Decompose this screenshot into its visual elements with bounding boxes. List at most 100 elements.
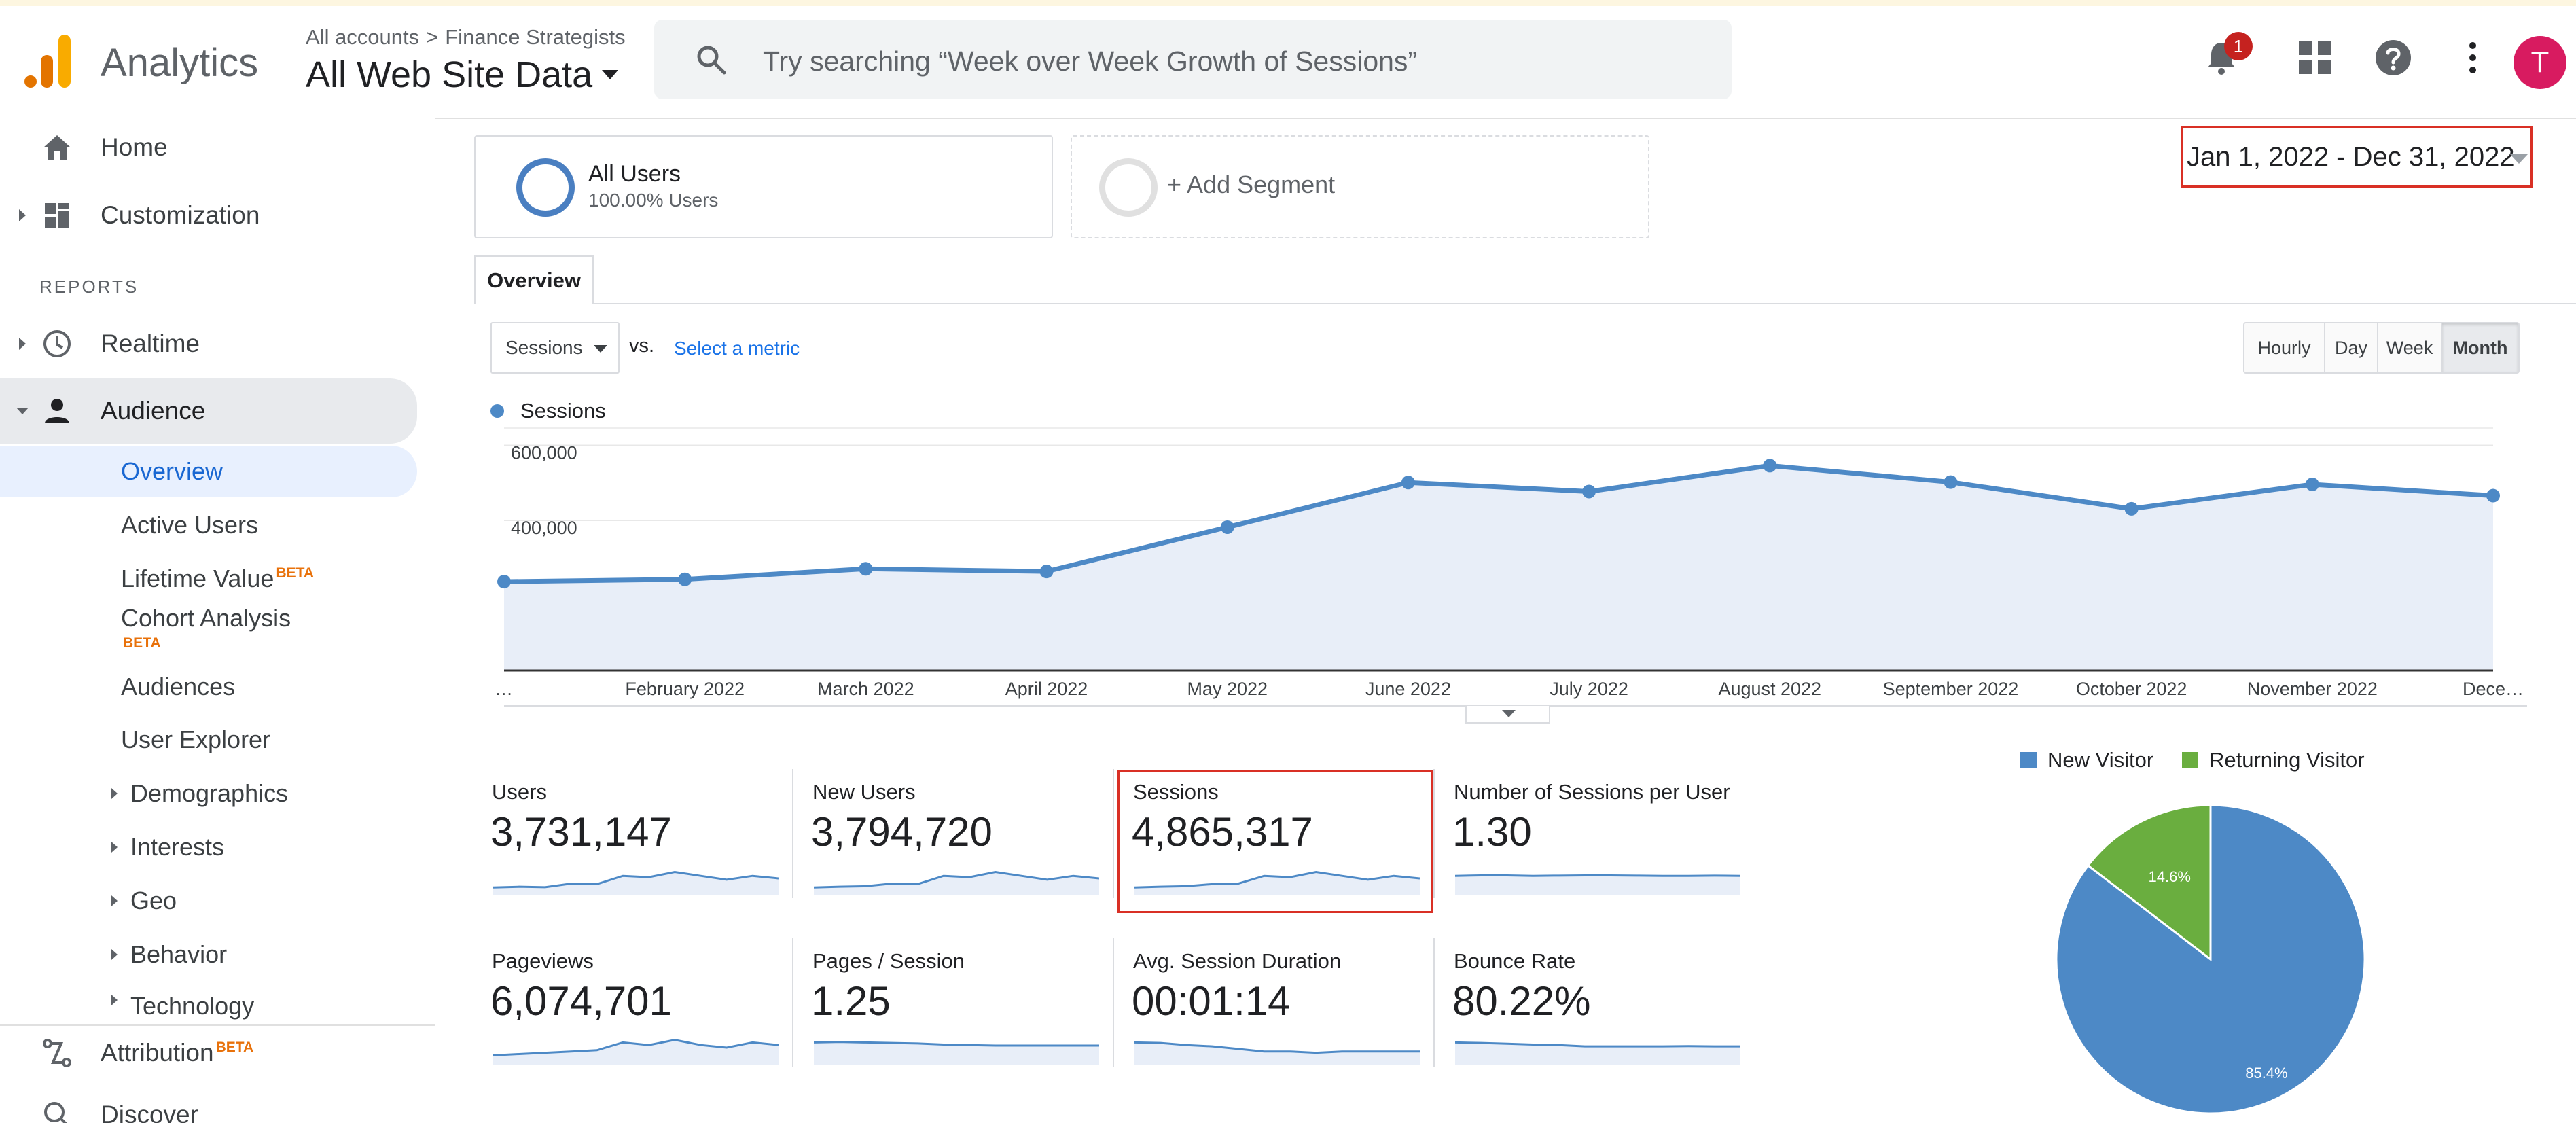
sidebar-subitem-cohort-analysis[interactable]: Cohort Analysis BETA [0, 599, 417, 660]
sparkline-area [814, 1041, 1099, 1065]
kpi-pageviews[interactable]: Pageviews 6,074,701 [490, 949, 789, 1078]
legend-label: Returning Visitor [2209, 748, 2365, 772]
sidebar-subitem-label: Cohort Analysis [121, 604, 291, 632]
kpi-new-users[interactable]: New Users 3,794,720 [811, 780, 1110, 909]
chevron-down-icon [594, 345, 607, 353]
kpi-sessions[interactable]: Sessions 4,865,317 [1132, 780, 1431, 909]
sidebar-item-label: Attribution BETA [101, 1039, 253, 1067]
sidebar-subitem-behavior[interactable]: Behavior [0, 929, 417, 980]
apps-grid-icon[interactable] [2295, 37, 2336, 78]
data-point [1763, 459, 1777, 473]
collapse-arrow-icon[interactable] [16, 408, 29, 414]
data-point [1220, 520, 1234, 534]
sidebar-item-realtime[interactable]: Realtime [0, 317, 435, 371]
kpi-bounce-rate[interactable]: Bounce Rate 80.22% [1452, 949, 1751, 1078]
avatar[interactable]: T [2514, 36, 2566, 89]
sparkline-line [1455, 874, 1740, 877]
expand-arrow-icon[interactable] [111, 788, 118, 799]
sparkline-line [493, 870, 779, 889]
breadcrumb-account[interactable]: Finance Strategists [445, 25, 626, 49]
chevron-down-icon [2510, 154, 2528, 164]
analytics-logo-icon[interactable] [24, 35, 72, 88]
data-point [1401, 476, 1415, 490]
sidebar-subitem-overview[interactable]: Overview [0, 446, 417, 497]
legend-label-sessions: Sessions [520, 399, 606, 423]
granularity-month-button[interactable]: Month [2441, 322, 2520, 374]
expand-arrow-icon[interactable] [111, 895, 118, 906]
view-selector[interactable]: All Web Site Data [306, 54, 619, 96]
kpi-separator [792, 938, 793, 1067]
chart-legend: Sessions [490, 399, 606, 423]
sidebar-item-discover[interactable]: Discover [0, 1088, 435, 1123]
kpi-number-of-sessions-per-user[interactable]: Number of Sessions per User 1.30 [1452, 780, 1751, 909]
search-bar[interactable]: Try searching “Week over Week Growth of … [654, 20, 1732, 99]
series-line [503, 463, 2494, 584]
help-icon[interactable] [2373, 37, 2414, 78]
sidebar-subitem-demographics[interactable]: Demographics [0, 768, 417, 819]
kpi-value: 3,731,147 [490, 809, 672, 855]
kpi-sparkline [1455, 874, 1740, 895]
sidebar-item-home[interactable]: Home [0, 120, 435, 175]
sidebar-subitem-active-users[interactable]: Active Users [0, 499, 417, 551]
date-range-picker[interactable]: Jan 1, 2022 - Dec 31, 2022 [2181, 126, 2533, 188]
sidebar-item-label: Customization [101, 201, 260, 229]
segment-all-users[interactable]: All Users 100.00% Users [474, 135, 1053, 238]
x-tick-label: September 2022 [1883, 679, 2019, 699]
kpi-pages-session[interactable]: Pages / Session 1.25 [811, 949, 1110, 1078]
sidebar-item-label: Home [101, 133, 168, 161]
expand-arrow-icon[interactable] [111, 995, 118, 1005]
breadcrumb[interactable]: All accounts > Finance Strategists [306, 25, 626, 50]
kpi-value: 4,865,317 [1132, 809, 1313, 855]
expand-arrow-icon[interactable] [111, 842, 118, 853]
segment-ring-icon [1099, 158, 1158, 217]
sidebar-subitem-label: Behavior [130, 940, 228, 968]
expand-arrow-icon[interactable] [19, 338, 26, 350]
sidebar-item-attribution[interactable]: Attribution BETA [0, 1026, 435, 1080]
x-tick-label: Dece… [2463, 679, 2524, 699]
sidebar-subitem-audiences[interactable]: Audiences [0, 661, 417, 713]
sidebar-subitem-lifetime-value[interactable]: Lifetime Value BETA [0, 553, 417, 605]
chart-collapse-toggle[interactable] [1465, 706, 1550, 724]
sparkline-line [1134, 870, 1420, 889]
sidebar-subitem-label: Active Users [121, 511, 259, 539]
sidebar-item-customization[interactable]: Customization [0, 188, 435, 243]
pie-slice [2086, 804, 2212, 962]
kpi-users[interactable]: Users 3,731,147 [490, 780, 789, 909]
sidebar-item-audience[interactable]: Audience [0, 378, 417, 444]
sidebar-item-label: Audience [101, 397, 206, 425]
metric-selector[interactable]: Sessions [490, 322, 620, 374]
kpi-label: Number of Sessions per User [1454, 780, 1730, 804]
search-icon [697, 46, 726, 75]
expand-arrow-icon[interactable] [19, 209, 26, 221]
app-name: Analytics [101, 41, 259, 85]
person-icon [45, 399, 69, 423]
granularity-hourly-button[interactable]: Hourly [2243, 322, 2325, 374]
sidebar-subitem-user-explorer[interactable]: User Explorer [0, 714, 417, 766]
tab-overview[interactable]: Overview [474, 255, 594, 304]
more-vert-icon[interactable] [2452, 37, 2493, 78]
sessions-kpi-highlight [1117, 770, 1433, 913]
x-tick-label: July 2022 [1550, 679, 1628, 699]
search-input[interactable]: Try searching “Week over Week Growth of … [763, 46, 1418, 77]
data-point [1582, 484, 1596, 499]
kpi-label: Users [492, 780, 547, 804]
kpi-avg-session-duration[interactable]: Avg. Session Duration 00:01:14 [1132, 949, 1431, 1078]
vs-label: vs. [629, 335, 655, 357]
sidebar-subitem-label: Technology [130, 992, 255, 1020]
kpi-label: Sessions [1133, 780, 1219, 804]
data-point [1039, 565, 1054, 579]
breadcrumb-root[interactable]: All accounts [306, 25, 420, 49]
granularity-day-button[interactable]: Day [2324, 322, 2378, 374]
sidebar-subitem-interests[interactable]: Interests [0, 821, 417, 873]
beta-badge: BETA [215, 1039, 254, 1055]
select-metric-link[interactable]: Select a metric [674, 338, 800, 359]
kpi-sparkline [493, 1039, 779, 1065]
clock-icon [43, 330, 71, 357]
sidebar-subitem-geo[interactable]: Geo [0, 875, 417, 927]
sidebar-subitem-technology[interactable]: Technology [0, 982, 417, 1024]
top-banner-strip [0, 0, 2576, 6]
add-segment-button[interactable]: + Add Segment [1071, 135, 1649, 238]
granularity-week-button[interactable]: Week [2377, 322, 2442, 374]
expand-arrow-icon[interactable] [111, 949, 118, 960]
